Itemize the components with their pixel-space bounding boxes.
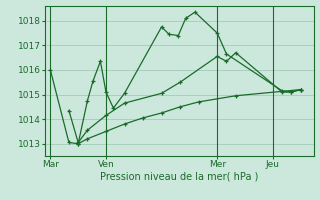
X-axis label: Pression niveau de la mer( hPa ): Pression niveau de la mer( hPa ): [100, 172, 258, 182]
